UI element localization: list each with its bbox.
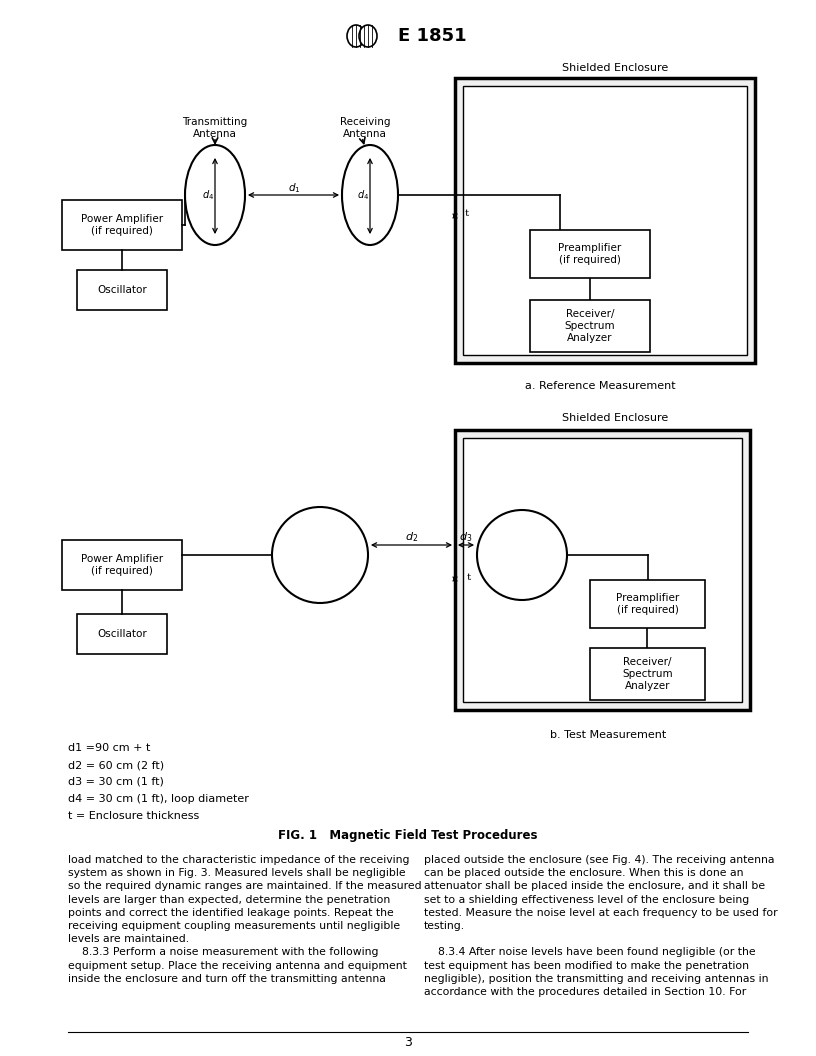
Text: Oscillator: Oscillator [97,285,147,295]
Text: E 1851: E 1851 [398,27,467,45]
Ellipse shape [272,507,368,603]
Text: $d_2$: $d_2$ [405,530,418,544]
Text: Shielded Enclosure: Shielded Enclosure [562,63,668,73]
Text: $d_4$: $d_4$ [202,188,214,202]
Text: Preamplifier
(if required): Preamplifier (if required) [616,593,679,615]
Bar [62,200,182,250]
Text: Receiving
Antenna: Receiving Antenna [339,117,390,138]
Ellipse shape [477,510,567,600]
Text: placed outside the enclosure (see Fig. 4). The receiving antenna
can be placed o: placed outside the enclosure (see Fig. 4… [424,855,778,997]
Text: Power Amplifier
(if required): Power Amplifier (if required) [81,214,163,235]
Ellipse shape [359,25,377,48]
Text: Receiver/
Spectrum
Analyzer: Receiver/ Spectrum Analyzer [565,309,615,342]
Text: $d_3$: $d_3$ [459,530,472,544]
Text: b. Test Measurement: b. Test Measurement [550,730,666,740]
Bar [463,438,742,702]
Text: Power Amplifier
(if required): Power Amplifier (if required) [81,554,163,576]
Text: t: t [465,209,469,219]
Text: Preamplifier
(if required): Preamplifier (if required) [558,243,622,265]
Ellipse shape [185,145,245,245]
Text: d2 = 60 cm (2 ft): d2 = 60 cm (2 ft) [68,760,164,770]
Text: a. Reference Measurement: a. Reference Measurement [525,381,676,391]
Ellipse shape [342,145,398,245]
Bar [62,540,182,590]
Text: FIG. 1   Magnetic Field Test Procedures: FIG. 1 Magnetic Field Test Procedures [278,830,538,843]
Text: Receiver/
Spectrum
Analyzer: Receiver/ Spectrum Analyzer [622,658,673,691]
Text: t = Enclosure thickness: t = Enclosure thickness [68,811,199,821]
Text: $d_1$: $d_1$ [288,181,300,195]
Bar [530,230,650,278]
Bar [455,430,750,710]
Text: d1 =90 cm + t: d1 =90 cm + t [68,743,150,753]
Text: Transmitting
Antenna: Transmitting Antenna [182,117,247,138]
Bar [455,78,755,363]
Bar [77,270,167,310]
Text: Oscillator: Oscillator [97,629,147,639]
Bar [530,300,650,352]
Text: d4 = 30 cm (1 ft), loop diameter: d4 = 30 cm (1 ft), loop diameter [68,794,249,804]
Ellipse shape [347,25,365,48]
Text: d3 = 30 cm (1 ft): d3 = 30 cm (1 ft) [68,777,164,787]
Text: $d_4$: $d_4$ [357,188,369,202]
Text: 3: 3 [404,1037,412,1050]
Bar [590,648,705,700]
Bar [77,614,167,654]
Bar [463,86,747,355]
Bar [590,580,705,628]
Text: ❧ı̈ı̈: ❧ı̈ı̈ [362,30,378,42]
Text: load matched to the characteristic impedance of the receiving
system as shown in: load matched to the characteristic imped… [68,855,422,984]
Text: Shielded Enclosure: Shielded Enclosure [562,413,668,423]
Text: t: t [467,572,472,582]
